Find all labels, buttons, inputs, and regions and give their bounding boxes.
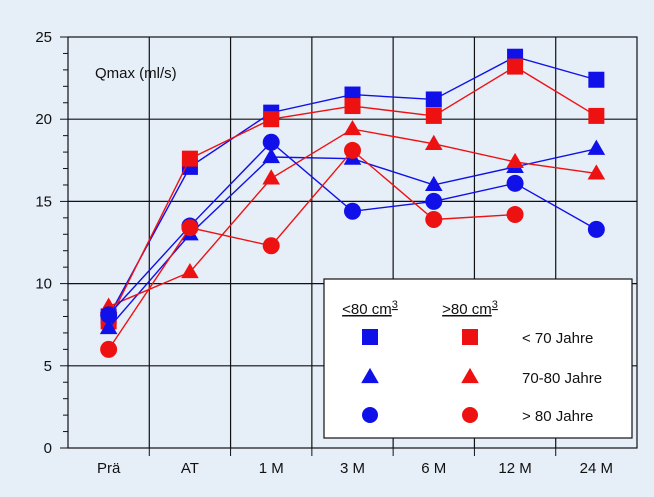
data-point-b_tri: [424, 175, 443, 192]
data-point-r_tri: [181, 262, 199, 279]
data-point-r_tri: [587, 164, 606, 180]
legend-marker-blue-circle: [362, 407, 378, 423]
y-tick-label: 10: [35, 276, 52, 293]
data-point-b_circ: [100, 306, 118, 324]
series-r_circ: [100, 141, 524, 358]
y-tick-label: 20: [35, 111, 52, 128]
data-point-r_circ: [181, 219, 199, 237]
legend-label: > 80 Jahre: [522, 408, 593, 425]
y-tick-label: 5: [44, 358, 52, 375]
data-point-r_tri: [424, 134, 443, 150]
x-tick-label: AT: [181, 460, 199, 477]
data-point-r_sq: [425, 107, 442, 124]
data-point-b_tri: [262, 147, 281, 164]
data-point-r_tri: [506, 152, 524, 169]
data-point-b_circ: [506, 174, 524, 192]
series-line-r_circ: [108, 149, 516, 350]
qmax-annotation: Qmax (ml/s): [95, 65, 177, 82]
data-point-r_circ: [262, 237, 280, 255]
data-point-b_tri: [587, 139, 606, 155]
x-tick-label: 6 M: [421, 460, 446, 477]
legend-label: < 70 Jahre: [522, 330, 593, 347]
legend-header-right: >80 cm3: [442, 299, 498, 318]
y-tick-label: 25: [35, 29, 52, 46]
data-point-r_sq: [181, 150, 198, 167]
data-point-b_circ: [344, 202, 361, 220]
data-point-r_tri: [343, 119, 362, 136]
data-point-r_circ: [344, 141, 361, 159]
data-point-r_sq: [507, 58, 524, 75]
x-tick-label: 3 M: [340, 460, 365, 477]
data-point-r_sq: [588, 107, 605, 124]
legend: <80 cm3 >80 cm3 < 70 Jahre 70-80 Jahre > 80 …: [323, 278, 633, 439]
data-point-b_sq: [588, 71, 605, 88]
legend-marker-red-circle: [462, 407, 478, 423]
x-tick-label: Prä: [97, 460, 121, 477]
data-point-b_circ: [425, 192, 443, 210]
axes: 0 5 10 15 20 25 Prä AT 1 M 3 M 6 M 12 M 24 M: [35, 29, 638, 477]
legend-marker-blue-triangle: [361, 367, 379, 384]
series-r_sq: [100, 58, 605, 330]
legend-marker-blue-square: [362, 329, 378, 345]
data-point-r_sq: [263, 111, 280, 128]
data-point-r_circ: [425, 210, 443, 228]
x-tick-label: 12 M: [498, 460, 531, 477]
series: [99, 48, 606, 358]
plot-frame: [67, 36, 638, 449]
legend-marker-red-square: [462, 329, 478, 345]
y-tick-label: 0: [44, 440, 52, 457]
data-point-r_sq: [344, 98, 361, 115]
data-point-r_circ: [100, 340, 118, 358]
data-point-b_circ: [587, 220, 605, 238]
legend-header-left: <80 cm3: [342, 299, 398, 318]
data-point-b_sq: [425, 91, 442, 108]
x-tick-label: 24 M: [580, 460, 613, 477]
data-point-r_tri: [262, 169, 281, 185]
y-tick-label: 15: [35, 193, 52, 210]
data-point-b_tri: [99, 318, 118, 335]
data-point-r_circ: [506, 206, 524, 224]
legend-label: 70-80 Jahre: [522, 370, 602, 387]
legend-marker-red-triangle: [461, 367, 479, 384]
data-point-b_circ: [262, 133, 280, 151]
x-tick-label: 1 M: [259, 460, 284, 477]
